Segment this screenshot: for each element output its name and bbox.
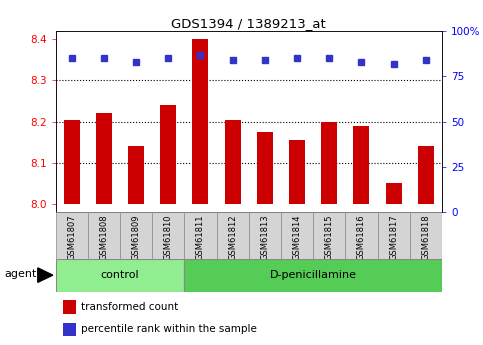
Text: D-penicillamine: D-penicillamine bbox=[270, 270, 356, 280]
Bar bbox=[385, 183, 402, 204]
Text: GSM61813: GSM61813 bbox=[260, 214, 270, 260]
Text: transformed count: transformed count bbox=[81, 302, 178, 312]
Text: GSM61808: GSM61808 bbox=[99, 214, 108, 260]
Bar bbox=[313, 212, 345, 259]
Text: GSM61812: GSM61812 bbox=[228, 214, 237, 259]
Text: GSM61810: GSM61810 bbox=[164, 214, 173, 259]
Bar bbox=[354, 126, 369, 204]
Bar bbox=[345, 212, 378, 259]
Bar bbox=[216, 212, 249, 259]
Bar bbox=[56, 259, 185, 292]
Text: GSM61817: GSM61817 bbox=[389, 214, 398, 260]
Bar bbox=[249, 212, 281, 259]
Text: control: control bbox=[100, 270, 139, 280]
Text: GSM61807: GSM61807 bbox=[67, 214, 76, 260]
Bar bbox=[281, 212, 313, 259]
Bar bbox=[225, 120, 241, 204]
Text: GSM61816: GSM61816 bbox=[357, 214, 366, 260]
Bar bbox=[185, 259, 442, 292]
Bar bbox=[160, 105, 176, 204]
Bar bbox=[128, 146, 144, 204]
Bar bbox=[63, 300, 76, 314]
Polygon shape bbox=[38, 268, 53, 282]
Bar bbox=[96, 114, 112, 204]
Bar bbox=[56, 212, 88, 259]
Text: agent: agent bbox=[4, 269, 37, 279]
Bar bbox=[410, 212, 442, 259]
Bar bbox=[120, 212, 152, 259]
Bar bbox=[378, 212, 410, 259]
Bar bbox=[321, 122, 337, 204]
Bar bbox=[64, 120, 80, 204]
Text: GSM61814: GSM61814 bbox=[293, 214, 301, 259]
Bar bbox=[185, 212, 216, 259]
Bar bbox=[257, 132, 273, 204]
Bar bbox=[289, 140, 305, 204]
Text: GSM61815: GSM61815 bbox=[325, 214, 334, 259]
Text: GSM61811: GSM61811 bbox=[196, 214, 205, 259]
Text: percentile rank within the sample: percentile rank within the sample bbox=[81, 324, 256, 334]
Text: GSM61809: GSM61809 bbox=[131, 214, 141, 259]
Bar bbox=[88, 212, 120, 259]
Title: GDS1394 / 1389213_at: GDS1394 / 1389213_at bbox=[171, 17, 326, 30]
Bar bbox=[192, 39, 209, 204]
Bar bbox=[152, 212, 185, 259]
Bar bbox=[418, 146, 434, 204]
Bar bbox=[63, 323, 76, 336]
Text: GSM61818: GSM61818 bbox=[421, 214, 430, 260]
